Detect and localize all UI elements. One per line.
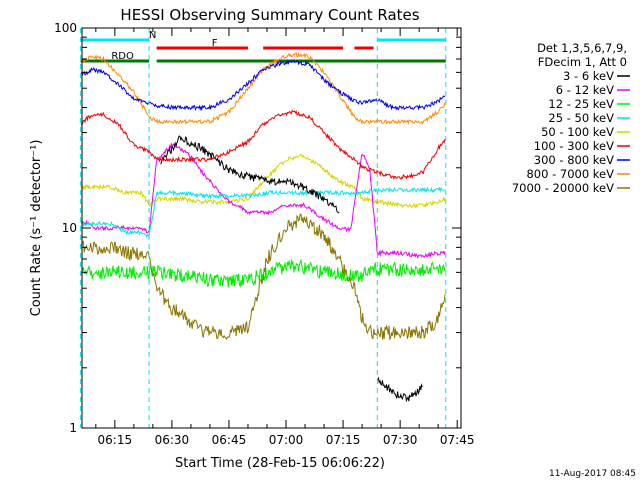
legend: Det 1,3,5,6,7,9, FDecim 1, Att 0 3 - 6 k… [512,41,630,195]
y-axis-label: Count Rate (s⁻¹ detector⁻¹) [29,140,44,317]
y-tick-label: 1 [69,421,77,435]
legend-header-line-2: FDecim 1, Att 0 [538,55,627,69]
legend-entry: 3 - 6 keV [563,69,614,83]
flag-bar [80,38,150,42]
y-axis: 1 10 100 [54,21,461,435]
x-tick-label: 07:00 [269,433,304,447]
y-tick-label: 10 [62,221,77,235]
legend-header-line-1: Det 1,3,5,6,7,9, [537,41,627,55]
chart-title: HESSI Observing Summary Count Rates [120,6,419,24]
flag-bar [80,59,150,63]
x-axis-label: Start Time (28-Feb-15 06:06:22) [175,456,385,471]
plot-area: N F RDO [80,28,447,428]
y-tick-label: 100 [54,21,77,35]
saa-boundary-lines [80,28,447,428]
legend-entry: 50 - 100 keV [541,125,614,139]
flag-label: N [149,30,156,41]
series-line [80,59,446,112]
flag-label: RDO [111,51,134,62]
series-line [81,142,446,259]
legend-entry: 7000 - 20000 keV [512,181,614,195]
x-tick-label: 06:30 [155,433,190,447]
flag-bar [156,46,248,50]
legend-entry: 12 - 25 keV [548,97,614,111]
legend-entry: 100 - 300 keV [534,139,614,153]
legend-entry: 25 - 50 keV [548,111,614,125]
series-line [80,153,446,209]
legend-entry: 6 - 12 keV [556,83,614,97]
legend-entry: 300 - 800 keV [534,153,614,167]
x-tick-label: 07:15 [326,433,361,447]
x-tick-label: 07:30 [383,433,418,447]
series-line [80,186,446,238]
flag-bar [377,38,446,42]
x-axis: 06:15 06:30 06:45 07:00 07:15 07:30 07:45 [95,28,475,447]
x-tick-label: 06:45 [212,433,247,447]
footer-date: 11-Aug-2017 08:45 [549,469,636,479]
x-tick-label: 07:45 [440,433,475,447]
flag-label: F [212,38,218,49]
flag-bar [263,46,344,50]
series-line [160,135,423,403]
legend-entry: 800 - 7000 keV [526,167,614,181]
flag-bar [354,46,374,50]
series-line [80,109,446,180]
series-line [80,213,446,341]
series-lines [80,51,446,403]
x-tick-label: 06:15 [98,433,133,447]
